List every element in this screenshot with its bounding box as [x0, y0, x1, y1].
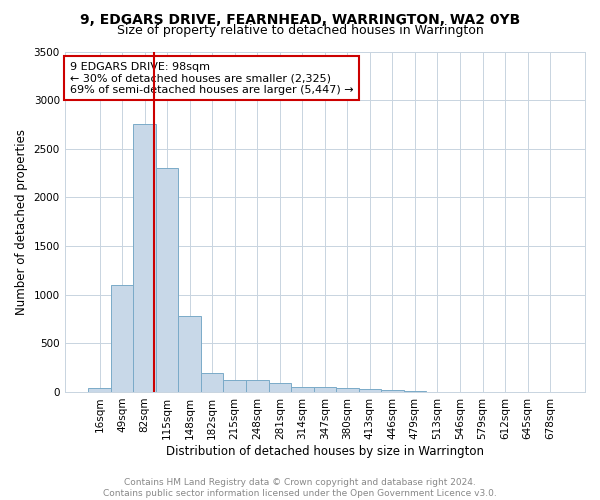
Text: 9, EDGARS DRIVE, FEARNHEAD, WARRINGTON, WA2 0YB: 9, EDGARS DRIVE, FEARNHEAD, WARRINGTON, … — [80, 12, 520, 26]
Text: Size of property relative to detached houses in Warrington: Size of property relative to detached ho… — [116, 24, 484, 37]
Text: 9 EDGARS DRIVE: 98sqm
← 30% of detached houses are smaller (2,325)
69% of semi-d: 9 EDGARS DRIVE: 98sqm ← 30% of detached … — [70, 62, 353, 95]
Bar — [381, 390, 404, 392]
Bar — [88, 388, 111, 392]
Text: Contains HM Land Registry data © Crown copyright and database right 2024.
Contai: Contains HM Land Registry data © Crown c… — [103, 478, 497, 498]
Bar — [133, 124, 156, 392]
Bar — [336, 388, 359, 392]
Bar — [111, 285, 133, 392]
X-axis label: Distribution of detached houses by size in Warrington: Distribution of detached houses by size … — [166, 444, 484, 458]
Bar — [223, 380, 246, 392]
Bar — [291, 386, 314, 392]
Bar — [201, 372, 223, 392]
Bar — [269, 383, 291, 392]
Y-axis label: Number of detached properties: Number of detached properties — [15, 128, 28, 314]
Bar — [178, 316, 201, 392]
Bar — [314, 387, 336, 392]
Bar — [156, 168, 178, 392]
Bar — [359, 388, 381, 392]
Bar — [246, 380, 269, 392]
